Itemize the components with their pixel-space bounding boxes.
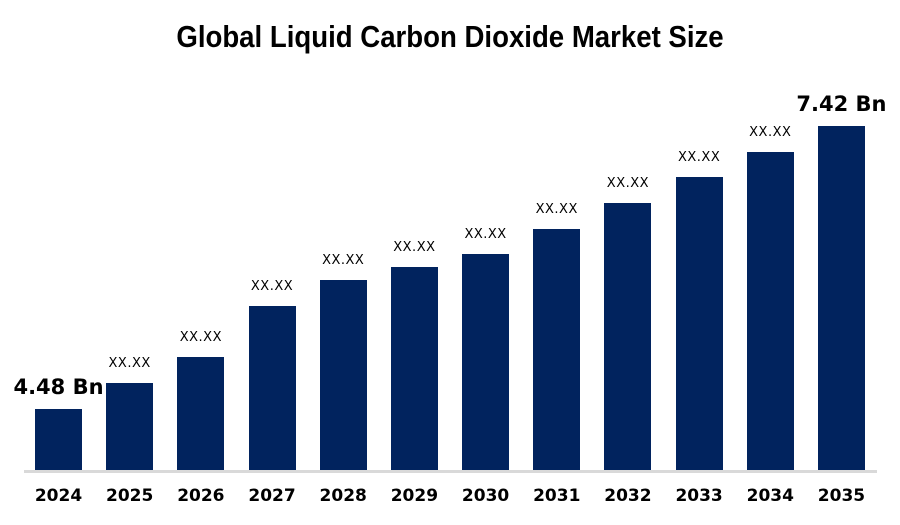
x-axis-label: 2033 (675, 486, 723, 506)
bar-value-label: XX.XX (179, 330, 222, 345)
chart-title: Global Liquid Carbon Dioxide Market Size (176, 19, 724, 54)
bar-value-label: XX.XX (250, 279, 294, 294)
bar (319, 280, 367, 470)
bar-column-2028: XX.XX (319, 253, 367, 470)
bar-value-label: XX.XX (322, 253, 365, 268)
bar-column-2029: XX.XX (390, 240, 438, 470)
bar (533, 229, 581, 470)
bar (462, 254, 510, 470)
bar-value-label: XX.XX (535, 202, 578, 217)
bar-column-2033: XX.XX (675, 150, 723, 470)
bar-column-2035: 7.42 Bn (796, 94, 887, 470)
bar-value-label: XX.XX (393, 240, 436, 255)
bar-column-2034: XX.XX (746, 125, 794, 470)
bar-value-label: XX.XX (108, 356, 151, 371)
x-axis-label: 2032 (604, 486, 652, 506)
bar-column-2027: XX.XX (248, 279, 296, 470)
bar-column-2024: 4.48 Bn (13, 377, 104, 470)
bar-value-label: XX.XX (677, 150, 721, 165)
bar-column-2026: XX.XX (177, 330, 225, 470)
x-axis-line (24, 470, 877, 473)
x-axis-label: 2024 (34, 486, 83, 506)
bar-value-label: XX.XX (606, 176, 650, 191)
bar (177, 357, 225, 470)
bar (817, 126, 865, 470)
x-axis-label: 2026 (177, 486, 225, 506)
x-axis-label: 2034 (746, 486, 794, 506)
bar-column-2030: XX.XX (462, 227, 510, 470)
bar (248, 306, 296, 470)
bar (35, 409, 82, 470)
x-axis-label: 2035 (817, 486, 866, 506)
x-axis-label: 2030 (461, 486, 510, 506)
bar (675, 177, 723, 470)
bar (604, 203, 652, 470)
bar (106, 383, 154, 470)
bar-value-label: XX.XX (749, 125, 792, 140)
bar-column-2025: XX.XX (106, 356, 154, 470)
x-axis-label: 2029 (390, 486, 439, 506)
x-axis-label: 2027 (248, 486, 296, 506)
bar-column-2031: XX.XX (533, 202, 581, 470)
bar-value-label: 7.42 Bn (796, 92, 887, 116)
bar-value-label: XX.XX (464, 227, 507, 242)
bar-column-2032: XX.XX (604, 176, 652, 470)
bar (390, 267, 438, 470)
x-axis-label: 2031 (533, 486, 581, 506)
bar-value-label: 4.48 Bn (13, 375, 104, 399)
bar (746, 152, 794, 470)
x-axis-label: 2025 (106, 486, 154, 506)
x-axis-label: 2028 (319, 486, 367, 506)
